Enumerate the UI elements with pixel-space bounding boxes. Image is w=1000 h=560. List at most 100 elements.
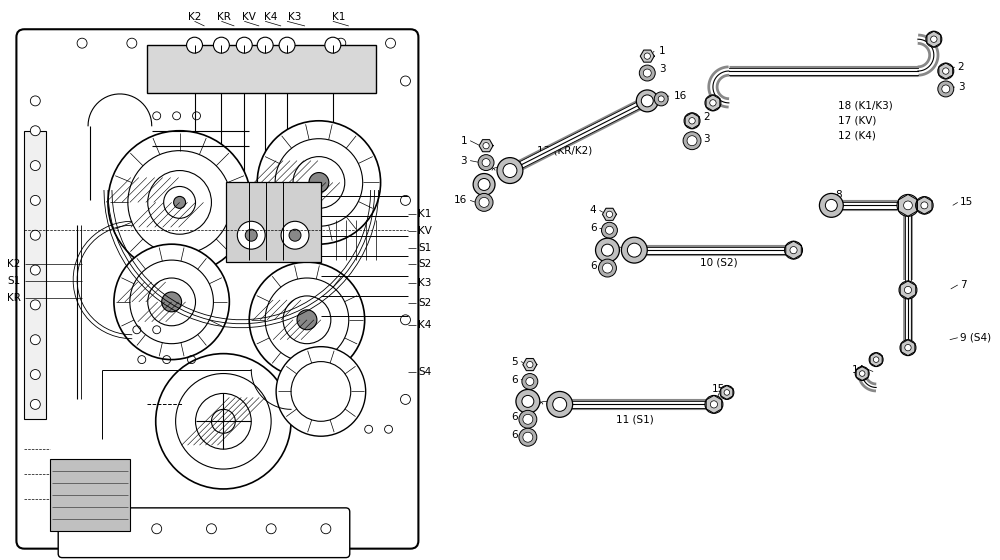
Text: 15: 15 — [960, 197, 973, 207]
Circle shape — [30, 230, 40, 240]
Text: 14: 14 — [852, 365, 865, 375]
Text: KR: KR — [7, 293, 21, 303]
Circle shape — [279, 37, 295, 53]
Circle shape — [547, 391, 573, 417]
Text: 17 (KV): 17 (KV) — [838, 116, 877, 126]
Circle shape — [164, 186, 196, 218]
Circle shape — [236, 37, 252, 53]
Circle shape — [825, 199, 837, 211]
Circle shape — [943, 68, 949, 74]
Text: 6: 6 — [511, 375, 518, 385]
Text: KV: KV — [418, 226, 432, 236]
Text: 18 (K1/K3): 18 (K1/K3) — [838, 101, 893, 111]
Text: 11 (S1): 11 (S1) — [616, 414, 654, 424]
Circle shape — [30, 300, 40, 310]
Circle shape — [130, 260, 213, 344]
Circle shape — [516, 389, 540, 413]
Circle shape — [724, 390, 730, 395]
Circle shape — [710, 100, 716, 106]
Circle shape — [785, 241, 802, 259]
Circle shape — [689, 118, 695, 124]
Text: 5: 5 — [511, 357, 518, 367]
Circle shape — [30, 265, 40, 275]
Circle shape — [684, 113, 700, 129]
Bar — [24, 130, 46, 419]
Circle shape — [293, 157, 345, 208]
Text: S4: S4 — [418, 367, 432, 377]
Circle shape — [325, 37, 341, 53]
Text: 15: 15 — [712, 385, 726, 394]
Circle shape — [643, 69, 651, 77]
Circle shape — [523, 432, 533, 442]
Circle shape — [30, 96, 40, 106]
Circle shape — [483, 143, 489, 149]
Text: 4: 4 — [590, 206, 597, 216]
Text: 3: 3 — [958, 82, 964, 92]
Circle shape — [523, 414, 533, 424]
Text: K4: K4 — [418, 320, 432, 330]
Circle shape — [904, 201, 912, 210]
Circle shape — [176, 374, 271, 469]
Circle shape — [519, 428, 537, 446]
Circle shape — [162, 292, 182, 312]
Polygon shape — [602, 208, 616, 220]
Circle shape — [281, 221, 309, 249]
Text: 6: 6 — [590, 223, 597, 234]
Circle shape — [931, 36, 937, 43]
Polygon shape — [523, 358, 537, 371]
Circle shape — [522, 374, 538, 389]
Circle shape — [921, 202, 928, 209]
Circle shape — [938, 63, 954, 79]
Circle shape — [905, 344, 911, 351]
Circle shape — [257, 121, 381, 244]
Circle shape — [276, 347, 366, 436]
Text: K3: K3 — [288, 12, 302, 22]
Circle shape — [503, 164, 517, 178]
Circle shape — [257, 37, 273, 53]
Text: KV: KV — [242, 12, 256, 22]
Text: 2: 2 — [703, 112, 710, 122]
Circle shape — [639, 65, 655, 81]
Circle shape — [636, 90, 658, 112]
Text: 16: 16 — [454, 195, 467, 206]
Circle shape — [654, 92, 668, 106]
Circle shape — [855, 367, 869, 380]
Circle shape — [621, 237, 647, 263]
Bar — [50, 459, 130, 531]
Circle shape — [938, 81, 954, 97]
Circle shape — [283, 296, 331, 344]
Circle shape — [553, 398, 567, 412]
Circle shape — [213, 37, 229, 53]
Circle shape — [601, 222, 617, 238]
Circle shape — [522, 395, 534, 407]
Text: 3: 3 — [703, 134, 710, 144]
Circle shape — [687, 136, 697, 146]
Circle shape — [819, 193, 843, 217]
Text: 8: 8 — [835, 190, 842, 200]
Circle shape — [482, 158, 490, 166]
Bar — [147, 45, 376, 93]
Text: KR: KR — [217, 12, 231, 22]
Polygon shape — [640, 50, 654, 62]
Circle shape — [174, 197, 186, 208]
Polygon shape — [479, 139, 493, 152]
Text: K3: K3 — [418, 278, 432, 288]
Circle shape — [705, 95, 721, 111]
Circle shape — [156, 353, 291, 489]
Circle shape — [790, 246, 797, 254]
Text: S1: S1 — [7, 276, 21, 286]
Circle shape — [196, 394, 251, 449]
Circle shape — [601, 244, 613, 256]
Circle shape — [148, 171, 211, 234]
Text: K1: K1 — [332, 12, 345, 22]
FancyBboxPatch shape — [58, 508, 350, 558]
Circle shape — [644, 53, 650, 59]
Text: 6: 6 — [511, 430, 518, 440]
Circle shape — [291, 362, 351, 421]
Circle shape — [30, 126, 40, 136]
Circle shape — [30, 399, 40, 409]
Circle shape — [473, 174, 495, 195]
Circle shape — [211, 409, 235, 433]
Text: 1: 1 — [659, 46, 666, 56]
Circle shape — [249, 262, 365, 377]
